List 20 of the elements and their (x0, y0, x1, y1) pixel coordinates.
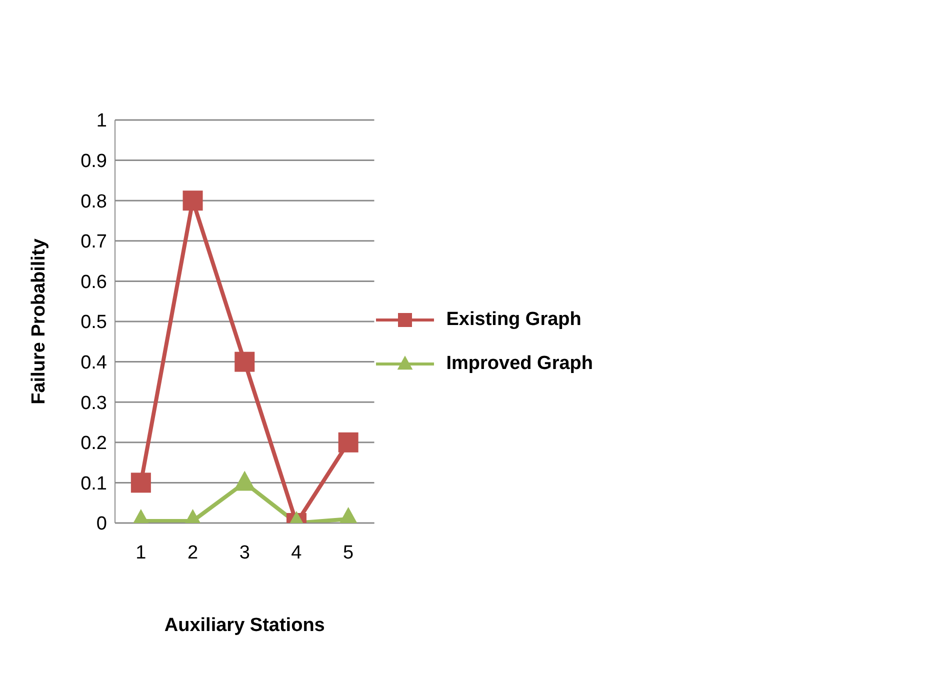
y-tick-label: 0 (96, 514, 107, 535)
legend-label: Improved Graph (446, 353, 593, 375)
y-tick-label: 0.2 (80, 433, 107, 454)
y-tick-label: 0.6 (80, 272, 107, 293)
y-tick-label: 1 (96, 110, 107, 132)
x-tick-label: 4 (291, 542, 302, 564)
x-tick-label: 1 (136, 542, 146, 564)
y-tick-label: 0.9 (80, 151, 107, 172)
y-axis-title: Failure Probability (28, 238, 50, 404)
y-tick-label: 0.7 (80, 232, 107, 253)
legend-label: Existing Graph (446, 309, 582, 331)
x-axis-title: Auxiliary Stations (164, 615, 325, 636)
x-tick-label: 3 (239, 542, 250, 564)
y-tick-label: 0.4 (80, 352, 108, 374)
y-tick-label: 0.8 (80, 191, 107, 212)
x-tick-label: 5 (343, 542, 354, 564)
x-tick-label: 2 (187, 542, 198, 564)
y-tick-label: 0.3 (80, 392, 107, 414)
y-tick-label: 0.1 (80, 473, 107, 494)
y-tick-label: 0.5 (80, 312, 107, 334)
